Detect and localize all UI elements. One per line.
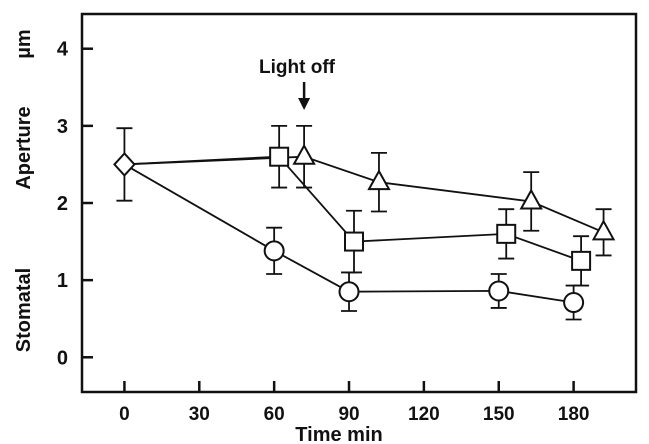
- point-triangle: [292, 143, 316, 165]
- point-triangle: [591, 219, 616, 241]
- y-tick-label: 0: [57, 347, 68, 369]
- y-tick-label: 2: [57, 193, 68, 215]
- x-tick-label: 90: [338, 404, 359, 425]
- labels: 0 1 2 3 4 0 30 60 90 120 150 180 Time min Stomatal Ape…: [13, 29, 589, 444]
- point-circle: [563, 292, 585, 314]
- x-tick-label: 60: [264, 404, 285, 425]
- point-diamond: [113, 151, 136, 177]
- point-triangle: [519, 188, 543, 210]
- x-tick-label: 30: [189, 404, 210, 425]
- axes: [80, 12, 638, 394]
- point-square: [496, 223, 517, 244]
- y-tick-label: 3: [57, 116, 68, 138]
- y-tick-label: 4: [57, 39, 69, 61]
- point-square: [344, 231, 365, 252]
- y-axis-title-part: µm: [13, 29, 35, 58]
- series-layer: [113, 124, 616, 321]
- x-tick-label: 150: [483, 404, 515, 425]
- x-tick-label: 180: [558, 404, 590, 425]
- point-triangle: [367, 169, 391, 191]
- point-square: [571, 250, 592, 271]
- point-circle: [338, 281, 360, 303]
- point-circle: [488, 280, 510, 302]
- y-axis-title-part: Aperture: [13, 106, 35, 189]
- annotation-arrow-head: [298, 98, 311, 110]
- annotation-light-off: Light off: [259, 57, 336, 78]
- x-axis-title: Time min: [295, 424, 382, 444]
- y-tick-label: 1: [57, 270, 68, 292]
- x-tick-label: 0: [119, 404, 130, 425]
- plot-frame: [80, 12, 638, 394]
- point-circle: [263, 240, 285, 262]
- point-square: [269, 146, 290, 167]
- x-tick-label: 120: [408, 404, 440, 425]
- y-axis-title-part: Stomatal: [13, 268, 35, 352]
